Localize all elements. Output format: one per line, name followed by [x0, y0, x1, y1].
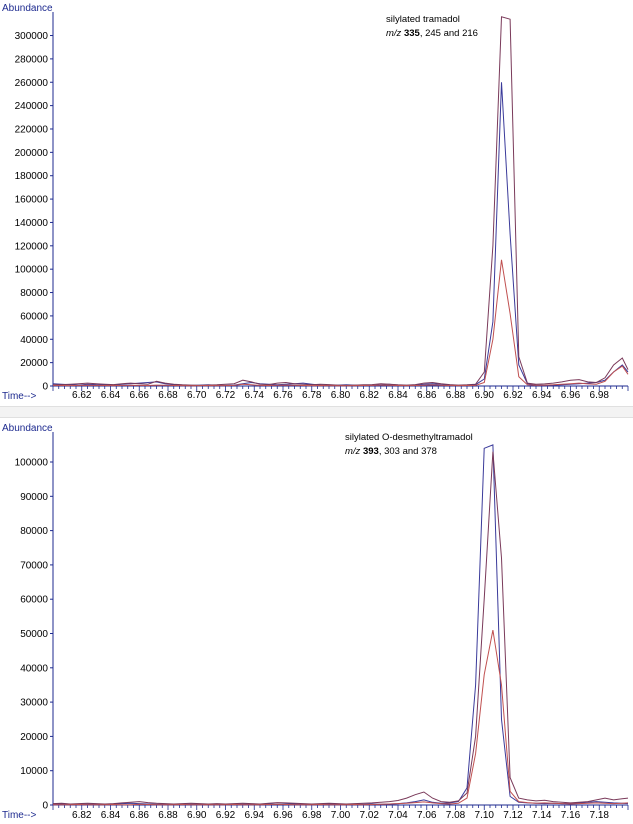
y-tick-label: 40000	[20, 663, 48, 674]
x-tick-label: 6.86	[417, 390, 437, 401]
y-tick-label: 120000	[15, 241, 49, 252]
mz-bold: 393	[363, 446, 379, 457]
x-axis-title: Time-->	[2, 391, 37, 402]
x-tick-label: 6.72	[216, 390, 236, 401]
x-tick-label: 6.84	[101, 810, 121, 821]
series-line-3	[53, 630, 629, 806]
y-tick-label: 20000	[20, 732, 48, 743]
x-tick-label: 6.64	[101, 390, 121, 401]
x-tick-label: 6.84	[388, 390, 408, 401]
x-tick-label: 7.00	[331, 810, 351, 821]
y-tick-label: 200000	[15, 148, 49, 159]
x-tick-label: 6.76	[273, 390, 293, 401]
y-tick-label: 240000	[15, 101, 49, 112]
x-tick-label: 7.18	[590, 810, 610, 821]
y-tick-label: 220000	[15, 124, 49, 135]
x-tick-label: 7.12	[503, 810, 523, 821]
y-tick-label: 0	[42, 801, 48, 812]
y-tick-label: 60000	[20, 311, 48, 322]
y-tick-label: 180000	[15, 171, 49, 182]
x-tick-label: 7.16	[561, 810, 581, 821]
annotation-mz: m/z 335, 245 and 216	[386, 28, 478, 39]
series-line-2	[52, 16, 629, 386]
y-axis-title: Abundance	[2, 3, 53, 14]
x-tick-label: 6.90	[187, 810, 207, 821]
x-tick-label: 6.88	[158, 810, 178, 821]
x-tick-label: 6.92	[503, 390, 523, 401]
x-tick-label: 6.66	[130, 390, 150, 401]
x-tick-label: 6.68	[158, 390, 178, 401]
y-tick-label: 80000	[20, 288, 48, 299]
y-tick-label: 40000	[20, 335, 48, 346]
y-tick-label: 100000	[15, 458, 49, 469]
series-line-2	[52, 451, 629, 805]
annotation-compound: silylated tramadol	[386, 14, 460, 25]
y-tick-label: 140000	[15, 218, 49, 229]
x-tick-label: 6.94	[245, 810, 265, 821]
chromatogram-chart-tramadol: Abundance Time--> silylated tramadol m/z…	[2, 3, 629, 402]
y-tick-label: 20000	[20, 358, 48, 369]
y-tick-label: 260000	[15, 78, 49, 89]
x-tick-label: 6.78	[302, 390, 322, 401]
x-tick-label: 6.98	[590, 390, 610, 401]
x-tick-label: 7.14	[532, 810, 552, 821]
annotation-compound: silylated O-desmethyltramadol	[345, 432, 473, 443]
x-tick-label: 6.62	[72, 390, 92, 401]
mz-rest: , 303 and 378	[379, 446, 437, 457]
series-line-1	[52, 82, 629, 387]
panel-divider	[0, 406, 633, 418]
chromatogram-chart-odesmethyltramadol: Abundance Time--> silylated O-desmethylt…	[2, 423, 629, 821]
y-tick-label: 280000	[15, 54, 49, 65]
y-tick-label: 100000	[15, 265, 49, 276]
x-tick-label: 6.82	[72, 810, 92, 821]
y-tick-label: 30000	[20, 698, 48, 709]
x-tick-label: 6.96	[561, 390, 581, 401]
x-tick-label: 7.04	[388, 810, 408, 821]
y-tick-label: 90000	[20, 492, 48, 503]
y-tick-label: 160000	[15, 195, 49, 206]
x-tick-label: 6.82	[360, 390, 380, 401]
x-axis-title: Time-->	[2, 810, 37, 821]
x-tick-label: 6.86	[130, 810, 150, 821]
x-tick-label: 6.74	[245, 390, 265, 401]
x-tick-label: 6.80	[331, 390, 351, 401]
x-tick-label: 6.90	[475, 390, 495, 401]
chart-panel-odesmethyltramadol: Abundance Time--> silylated O-desmethylt…	[0, 418, 633, 824]
mz-rest: , 245 and 216	[420, 28, 478, 39]
x-tick-label: 6.94	[532, 390, 552, 401]
mz-bold: 335	[404, 28, 421, 39]
x-tick-label: 6.98	[302, 810, 322, 821]
x-tick-label: 6.92	[216, 810, 236, 821]
mz-prefix: m/z	[345, 446, 361, 457]
y-axis-title: Abundance	[2, 423, 53, 434]
x-tick-label: 6.70	[187, 390, 207, 401]
y-tick-label: 0	[42, 382, 48, 393]
chart-panel-tramadol: Abundance Time--> silylated tramadol m/z…	[0, 0, 633, 404]
x-tick-label: 7.10	[475, 810, 495, 821]
y-tick-label: 80000	[20, 526, 48, 537]
x-tick-label: 7.08	[446, 810, 466, 821]
x-tick-label: 6.96	[273, 810, 293, 821]
y-tick-label: 60000	[20, 595, 48, 606]
y-tick-label: 300000	[15, 31, 49, 42]
y-tick-label: 50000	[20, 629, 48, 640]
y-tick-label: 10000	[20, 766, 48, 777]
mz-prefix: m/z	[386, 28, 402, 39]
series-line-1	[53, 444, 629, 805]
x-tick-label: 6.88	[446, 390, 466, 401]
y-tick-label: 70000	[20, 560, 48, 571]
series-line-3	[52, 259, 629, 387]
x-tick-label: 7.02	[360, 810, 380, 821]
annotation-mz: m/z 393, 303 and 378	[345, 446, 437, 457]
x-tick-label: 7.06	[417, 810, 437, 821]
